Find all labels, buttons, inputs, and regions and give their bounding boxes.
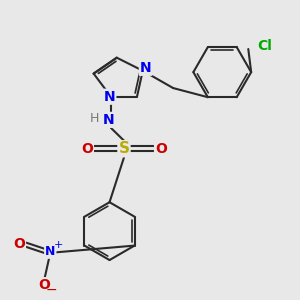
Text: N: N (140, 61, 152, 75)
Text: N: N (104, 90, 115, 104)
Text: +: + (54, 240, 63, 250)
Text: O: O (81, 142, 93, 156)
Text: O: O (155, 142, 167, 156)
Text: S: S (118, 141, 130, 156)
Text: O: O (39, 278, 50, 292)
Text: O: O (13, 237, 25, 251)
Text: N: N (102, 113, 114, 127)
Text: N: N (45, 245, 56, 258)
Text: −: − (46, 283, 58, 297)
Text: H: H (89, 112, 99, 125)
Text: Cl: Cl (258, 39, 272, 53)
